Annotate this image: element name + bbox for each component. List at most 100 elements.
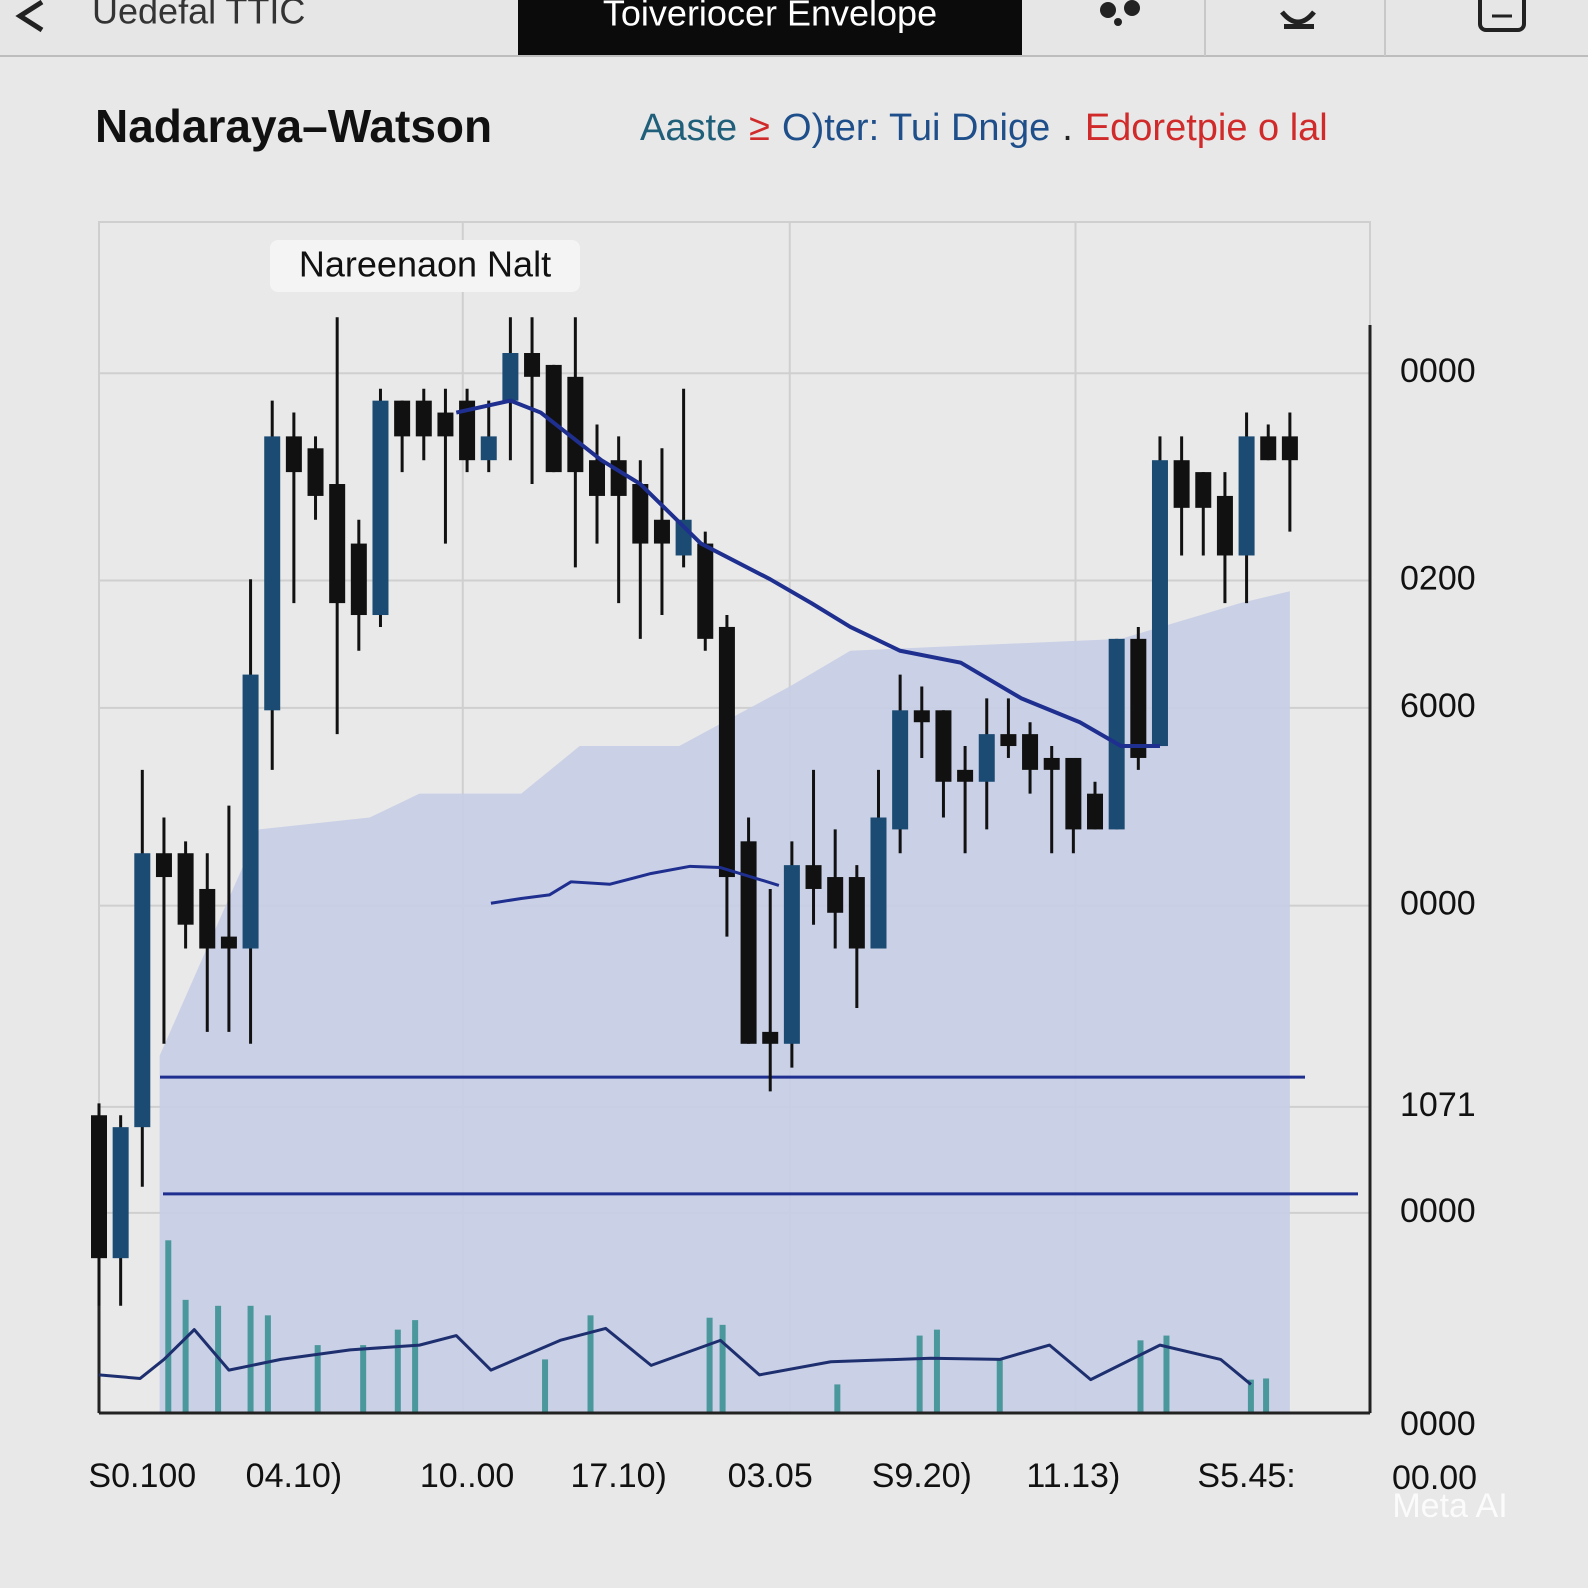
candle-body — [892, 710, 909, 830]
candle-body — [350, 543, 367, 616]
candle-body — [567, 376, 584, 473]
candle-body — [1022, 734, 1039, 770]
volume-bar — [412, 1320, 419, 1413]
envelope-area — [159, 591, 1290, 1413]
x-tick-label: S0.100 — [88, 1457, 196, 1495]
candle-body — [1281, 436, 1298, 461]
candle-body — [783, 865, 800, 1044]
volume-bar — [719, 1324, 726, 1413]
volume-bar — [360, 1345, 367, 1413]
candle-body — [1065, 757, 1082, 830]
candle-body — [242, 674, 259, 949]
corner-label: 00.00 — [1392, 1459, 1477, 1497]
candle-body — [285, 436, 302, 473]
candle-body — [1173, 460, 1190, 508]
candle-body — [827, 877, 844, 913]
candle-body — [805, 865, 822, 889]
candle-body — [935, 710, 952, 782]
volume-bar — [587, 1315, 594, 1413]
chart-subtitle: Aaste ≥ O)ter: Tui Dnige. Edoretpie o lal — [640, 107, 1328, 149]
candle-body — [1260, 436, 1277, 461]
volume-bar — [996, 1359, 1003, 1413]
candle-body — [848, 877, 865, 949]
x-tick-label: S5.45: — [1197, 1457, 1295, 1495]
candle-body — [394, 400, 411, 437]
segment-line — [490, 864, 780, 905]
annotation-box — [270, 240, 580, 292]
volume-bar — [706, 1317, 713, 1413]
candle-body — [978, 734, 995, 782]
candle-body — [957, 769, 974, 782]
candle-body — [480, 436, 497, 461]
icon-button[interactable] — [1280, 10, 1316, 29]
candle-body — [372, 400, 389, 616]
volume-bar — [1163, 1335, 1170, 1413]
subtitle-part: ≥ — [749, 107, 770, 149]
subtitle-part: Edoretpie o lal — [1085, 107, 1328, 149]
y-tick-label: 1071 — [1400, 1086, 1476, 1124]
x-tick-label: 03.05 — [728, 1457, 813, 1495]
candle-body — [91, 1115, 107, 1259]
volume-bar — [314, 1345, 321, 1413]
candle-body — [632, 484, 649, 544]
volume-bar — [1263, 1378, 1270, 1413]
candle-body — [589, 460, 606, 496]
tab[interactable] — [518, 0, 1022, 55]
x-tick-label: S9.20) — [872, 1457, 972, 1495]
subtitle-part: O)ter: Tui Dnige — [782, 107, 1050, 149]
volume-bar — [182, 1299, 189, 1413]
candle-body — [870, 817, 887, 949]
header-title: Uedefal TTIC — [92, 0, 305, 32]
candle-body — [1238, 436, 1255, 556]
candle-body — [718, 626, 735, 878]
y-tick-label: 6000 — [1400, 687, 1476, 725]
candle-body — [329, 484, 346, 604]
icon-button[interactable] — [1100, 0, 1140, 26]
y-tick-label: 0200 — [1400, 559, 1476, 597]
tab-label: Toiveriocer Envelope — [603, 0, 937, 34]
watermark: Meta AI — [1392, 1487, 1507, 1525]
candle-body — [199, 888, 216, 949]
candle-body — [112, 1127, 129, 1259]
volume-bar — [1137, 1340, 1144, 1413]
candle-body — [437, 412, 454, 437]
candle-body — [1000, 734, 1017, 747]
volume-bar — [542, 1359, 549, 1413]
volume-bar — [933, 1329, 940, 1413]
y-tick-label: 0000 — [1400, 885, 1476, 923]
x-tick-label: 17.10) — [570, 1457, 666, 1495]
icon-button[interactable] — [1478, 0, 1526, 32]
y-tick-label: 0000 — [1400, 352, 1476, 390]
candle-body — [1108, 638, 1125, 830]
candle-body — [1043, 757, 1060, 770]
candle-body — [1195, 472, 1212, 508]
candle-body — [1151, 460, 1168, 747]
subtitle-part: Aaste — [640, 107, 737, 149]
candle-body — [134, 853, 151, 1128]
candle-body — [913, 710, 930, 723]
chart-title: Nadaraya–Watson — [95, 100, 492, 152]
volume-bar — [165, 1240, 172, 1413]
candle-body — [155, 853, 172, 878]
candle-body — [524, 353, 541, 377]
candle-body — [740, 841, 757, 1044]
candle-body — [502, 353, 519, 401]
candle-body — [653, 519, 670, 544]
back-button[interactable] — [15, 0, 44, 33]
candle-body — [459, 400, 476, 461]
volume-bar — [247, 1305, 254, 1413]
volume-bar — [916, 1335, 923, 1413]
y-tick-label: 0000 — [1400, 1192, 1476, 1230]
volume-bar — [394, 1329, 401, 1413]
candle-body — [1130, 638, 1147, 758]
candle-body — [220, 936, 237, 949]
candle-body — [762, 1031, 779, 1044]
candle-body — [1087, 793, 1104, 830]
candle-body — [264, 436, 281, 711]
candle-body — [1216, 495, 1233, 556]
candle-body — [307, 448, 324, 496]
candle-body — [177, 853, 194, 925]
volume-bar — [264, 1315, 271, 1413]
